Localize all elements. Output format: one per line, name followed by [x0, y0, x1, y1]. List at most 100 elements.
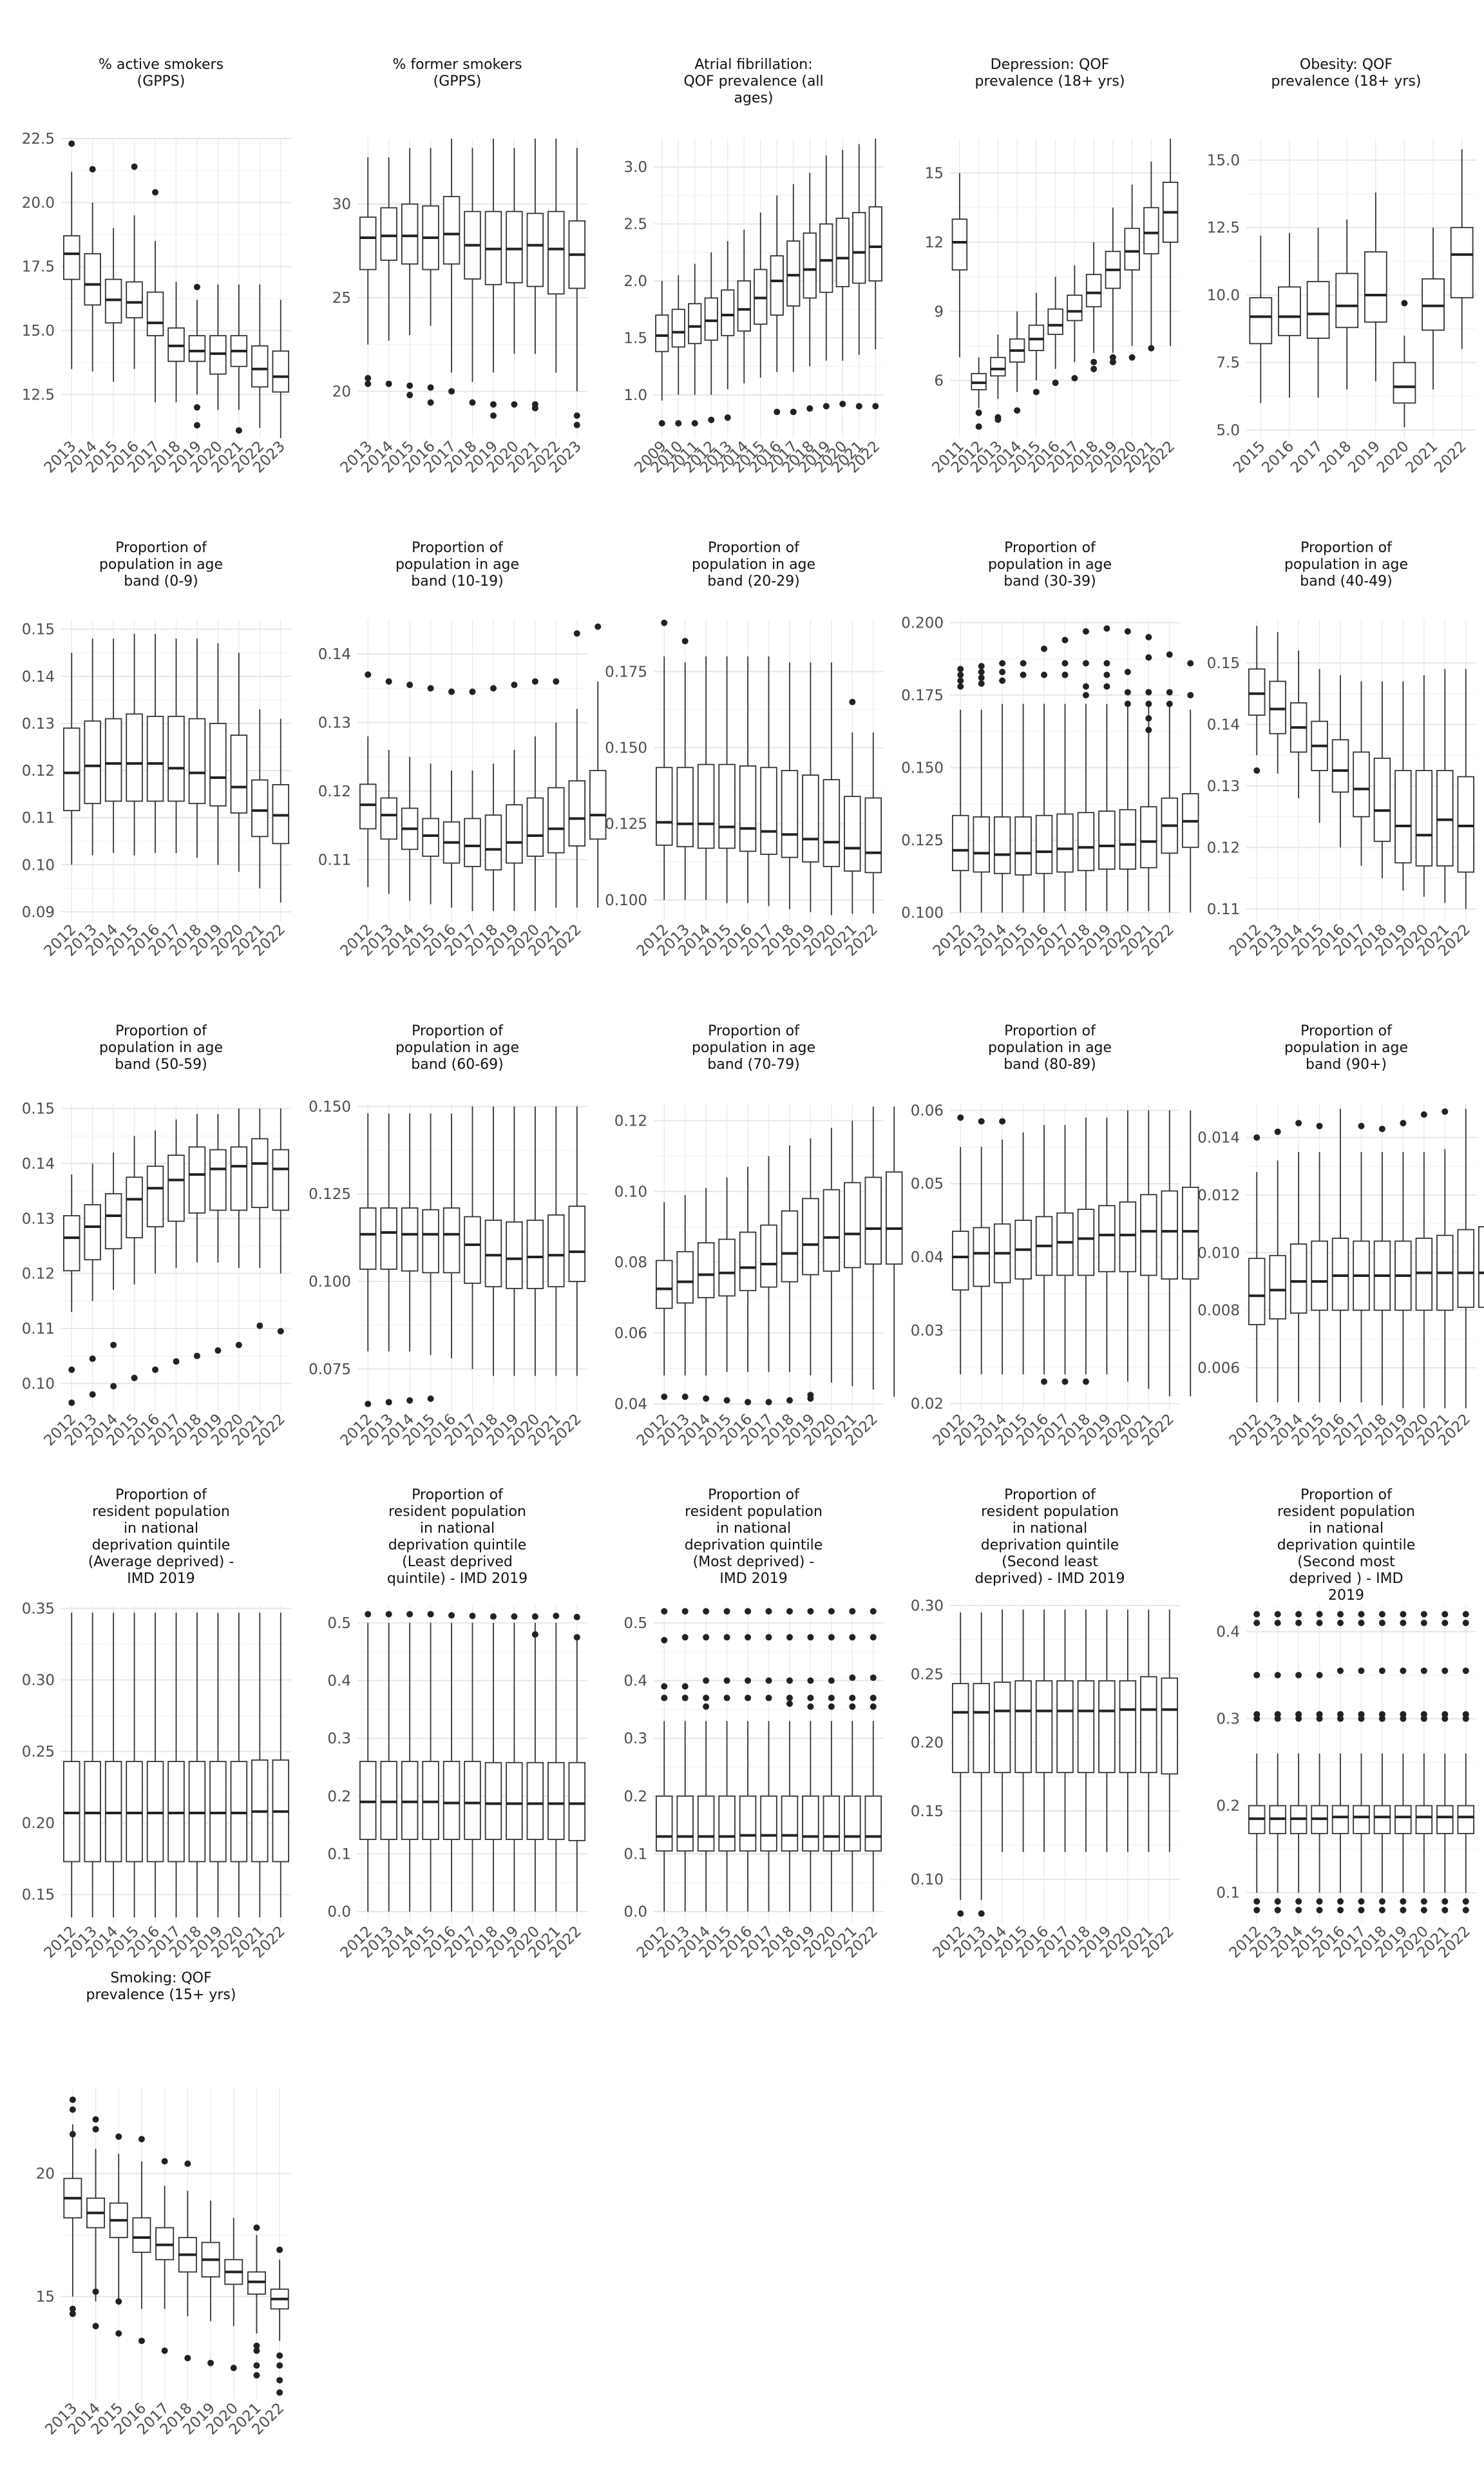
outlier-point — [1128, 354, 1136, 361]
y-tick-label: 0.1 — [623, 1846, 647, 1863]
outlier-point — [406, 392, 414, 399]
box-2016 — [1331, 675, 1349, 848]
box-iqr — [819, 223, 833, 293]
y-tick-label: 2.0 — [623, 273, 647, 290]
box-2022 — [1457, 1611, 1475, 1913]
outlier-point — [152, 1366, 159, 1373]
y-tick-label: 0.10 — [614, 1184, 647, 1200]
y-tick-label: 0.008 — [1197, 1303, 1240, 1319]
outlier-point — [1420, 1611, 1427, 1618]
outlier-point — [1295, 1120, 1302, 1127]
outlier-point — [573, 1613, 580, 1620]
panel-title-line: resident population — [981, 1504, 1119, 1520]
box-2021 — [251, 1613, 269, 1918]
y-tick-label: 0.125 — [901, 832, 944, 849]
outlier-point — [681, 1394, 689, 1401]
outlier-point — [110, 1341, 117, 1348]
outlier-point — [1316, 1122, 1323, 1129]
boxplot-panel-2: Atrial fibrillation: QOF prevalence (all a… — [593, 0, 889, 483]
boxplot-svg: 1.01.52.02.53.02009201020112012201320142… — [623, 139, 884, 477]
outlier-point — [469, 1613, 476, 1620]
outlier-point — [193, 422, 200, 429]
box-2019 — [188, 283, 206, 429]
box-2012 — [62, 1613, 81, 1918]
box-iqr — [1306, 281, 1330, 339]
panel-title-line: prevalence (18+ yrs) — [975, 73, 1125, 90]
outlier-point — [786, 1694, 793, 1702]
box-2022 — [1457, 1108, 1475, 1408]
y-tick-label: 7.5 — [1216, 355, 1240, 372]
box-2014 — [697, 656, 715, 900]
outlier-point — [1274, 1611, 1281, 1618]
box-iqr — [655, 1260, 673, 1309]
outlier-point — [1441, 1667, 1449, 1674]
box-iqr — [84, 253, 101, 306]
box-iqr — [1077, 1680, 1095, 1774]
outlier-point — [1316, 1672, 1323, 1679]
box-2017 — [442, 139, 461, 395]
y-tick-label: 17.5 — [22, 259, 55, 276]
outlier-point — [703, 1694, 710, 1702]
outlier-point — [1274, 1906, 1281, 1913]
box-2022 — [568, 1613, 586, 1912]
outlier-point — [975, 423, 982, 430]
outlier-point — [68, 140, 75, 147]
outlier-point — [1020, 660, 1027, 667]
box-2020 — [230, 1108, 248, 1348]
box-2019 — [802, 1138, 819, 1402]
box-iqr — [802, 1198, 819, 1276]
outlier-point — [681, 1683, 689, 1690]
y-tick-label: 0.12 — [614, 1113, 647, 1129]
boxplot-panel-12: Proportion of population in age band (70-7… — [593, 966, 903, 1450]
box-2020 — [1393, 300, 1416, 428]
y-tick-label: 0.175 — [605, 664, 647, 680]
box-iqr — [951, 1683, 969, 1774]
outlier-point — [994, 416, 1002, 423]
box-iqr — [568, 1205, 586, 1282]
box-2013 — [676, 1607, 694, 1912]
outlier-point — [658, 420, 665, 427]
boxplot-svg: 0.0060.0080.0100.0120.014201220132014201… — [1197, 1103, 1484, 1450]
box-2019 — [802, 1607, 819, 1912]
box-iqr — [864, 1176, 882, 1265]
box-2019 — [1394, 1120, 1412, 1408]
outlier-point — [1032, 388, 1040, 396]
panel-title: Depression: QOF prevalence (18+ yrs) — [915, 57, 1185, 90]
outlier-point — [765, 1677, 772, 1684]
box-iqr — [1047, 308, 1063, 335]
box-2018 — [1373, 1611, 1391, 1913]
outlier-point — [1295, 1611, 1302, 1618]
box-iqr — [104, 1193, 122, 1250]
box-2020 — [230, 1613, 248, 1918]
y-tick-label: 0.15 — [22, 1887, 55, 1904]
outlier-point — [1295, 1620, 1302, 1627]
box-2014 — [697, 1187, 715, 1402]
outlier-point — [999, 660, 1006, 667]
box-iqr — [230, 1761, 248, 1863]
outlier-point — [531, 1631, 538, 1638]
box-iqr — [973, 1683, 990, 1774]
outlier-point — [161, 2158, 168, 2165]
outlier-point — [448, 688, 455, 695]
outlier-point — [161, 2347, 168, 2354]
outlier-point — [1253, 767, 1260, 774]
box-2014 — [1289, 1120, 1308, 1403]
box-2020 — [1119, 1110, 1137, 1382]
outlier-point — [870, 1694, 877, 1702]
box-2021 — [1436, 1611, 1454, 1913]
box-2016 — [146, 1130, 164, 1373]
box-iqr — [230, 1146, 248, 1211]
box-2021 — [1436, 1108, 1454, 1408]
box-2019 — [1105, 207, 1121, 365]
panel-title-line: in national — [716, 1520, 792, 1537]
box-iqr — [547, 1214, 565, 1288]
box-2019 — [1364, 192, 1387, 382]
box-2013 — [1269, 1611, 1286, 1913]
outlier-point — [708, 416, 715, 423]
panel-title: % former smokers (GPPS) — [322, 57, 593, 90]
y-tick-label: 0.13 — [22, 716, 55, 733]
box-2013 — [676, 638, 694, 900]
box-iqr — [380, 1761, 397, 1840]
outlier-point — [406, 682, 414, 689]
outlier-point — [365, 1611, 372, 1618]
